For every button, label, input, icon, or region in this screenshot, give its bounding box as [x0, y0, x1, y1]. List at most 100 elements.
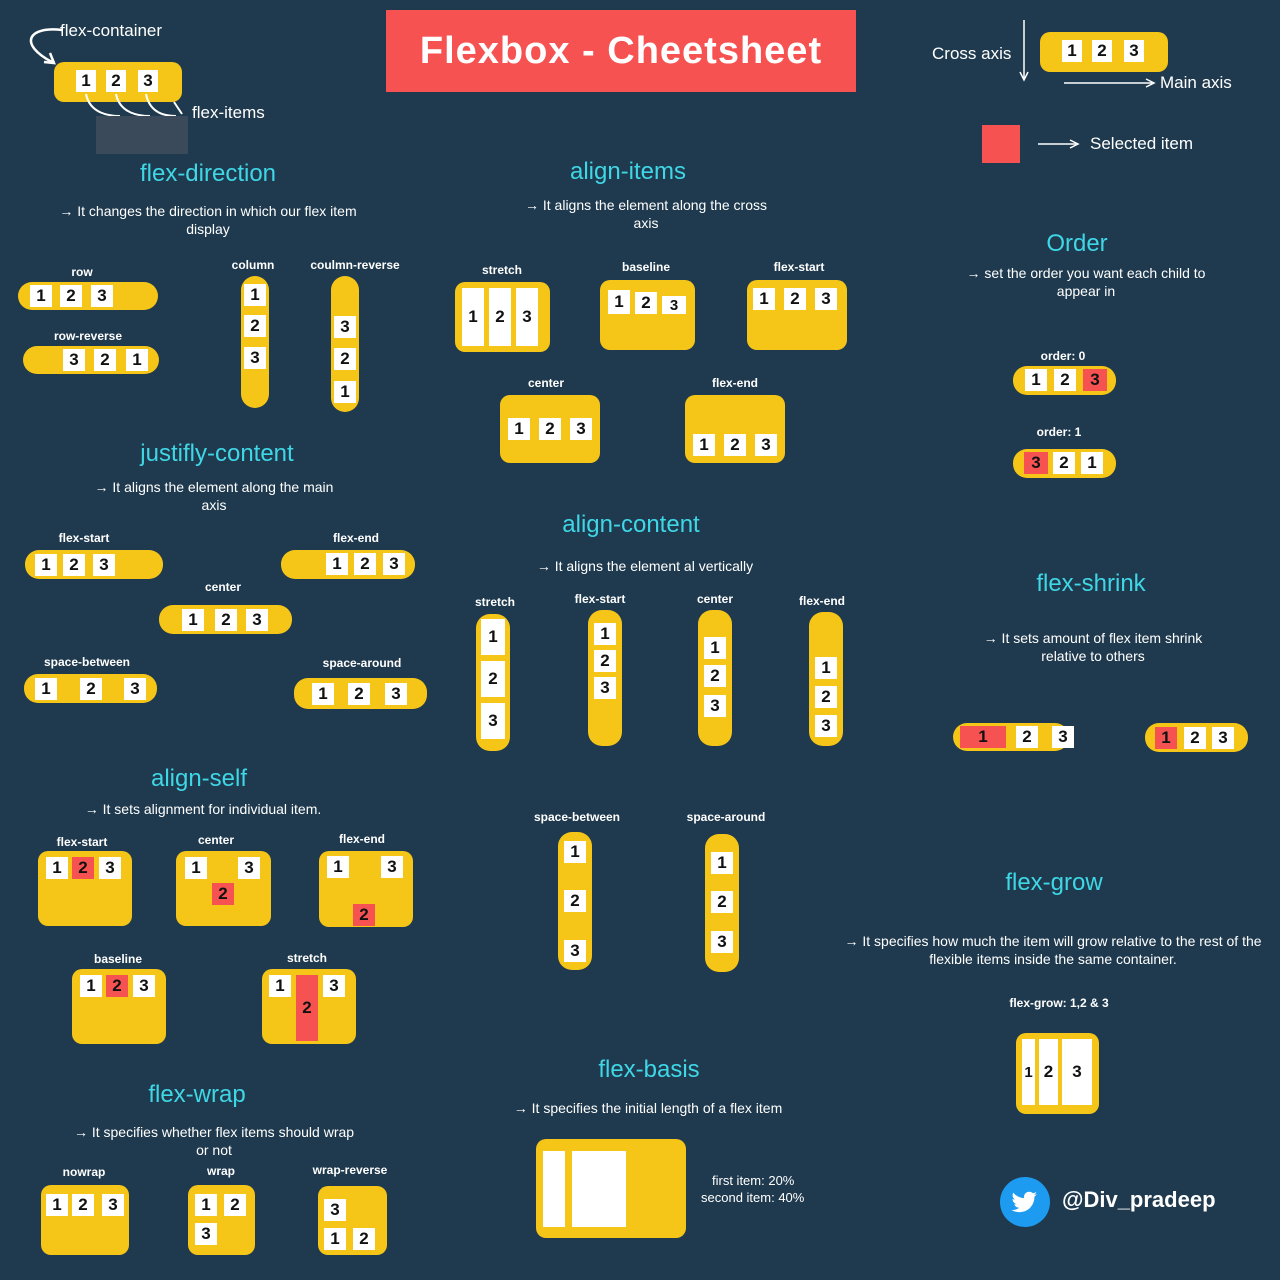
jc-flex-end-label: flex-end	[332, 531, 380, 545]
jc-flex-start-item-2: 2	[63, 554, 85, 576]
legend-item-3: 3	[138, 70, 158, 92]
ac-stretch-label: stretch	[474, 595, 516, 609]
row-reverse-item-1: 1	[126, 349, 148, 371]
flex-basis-item-1	[543, 1151, 565, 1227]
jc-space-around-item-3: 3	[385, 683, 407, 705]
as-flex-end-item-2-selected: 2	[353, 904, 375, 926]
jc-flex-end-item-3: 3	[383, 553, 405, 575]
legend-item-1: 1	[76, 70, 96, 92]
column-reverse-item-3: 3	[334, 316, 356, 338]
ai-baseline-label: baseline	[621, 260, 671, 274]
flex-basis-second: second item: 40%	[701, 1190, 805, 1205]
ac-center-item-1: 1	[704, 637, 726, 659]
arrow-right-icon	[1064, 78, 1156, 88]
as-flex-start-item-3: 3	[99, 857, 121, 879]
as-baseline-item-1: 1	[80, 975, 102, 997]
flex-wrap-heading: flex-wrap	[148, 1081, 246, 1108]
selected-swatch	[982, 125, 1020, 163]
shrink-a-item-3: 3	[1052, 726, 1074, 748]
ac-flex-start-item-3: 3	[594, 677, 616, 699]
items-pointer-icon	[85, 93, 183, 117]
order0-item-3-selected: 3	[1083, 369, 1107, 391]
ai-baseline-item-2: 2	[635, 292, 657, 314]
axis-item-1: 1	[1062, 40, 1082, 62]
shrink-a-item-1-selected: 1	[960, 726, 1006, 748]
shrink-b-item-1-selected: 1	[1155, 727, 1177, 749]
row-label: row	[71, 265, 93, 279]
jc-center-item-2: 2	[215, 609, 237, 631]
ai-flex-end-label: flex-end	[711, 376, 759, 390]
as-center-item-1: 1	[185, 857, 207, 879]
fw-nowrap-item-2: 2	[72, 1194, 94, 1216]
fw-wrap-reverse-item-1: 1	[324, 1228, 346, 1250]
flex-grow-item-3: 3	[1062, 1039, 1092, 1105]
page-title: Flexbox - Cheetsheet	[419, 29, 823, 72]
column-reverse-item-1: 1	[334, 381, 356, 403]
row-item-1: 1	[30, 285, 52, 307]
ai-flex-start-label: flex-start	[773, 260, 825, 274]
as-baseline-item-2-selected: 2	[106, 975, 128, 997]
as-flex-start-item-2-selected: 2	[72, 857, 94, 879]
order1-item-3-selected: 3	[1024, 452, 1048, 474]
order0-item-2: 2	[1054, 369, 1076, 391]
ac-stretch-item-2: 2	[481, 661, 505, 697]
jc-flex-start-label: flex-start	[58, 531, 110, 545]
row-reverse-item-2: 2	[94, 349, 116, 371]
as-baseline-label: baseline	[93, 952, 143, 966]
jc-space-between-label: space-between	[43, 655, 131, 669]
ai-flex-end-item-2: 2	[724, 434, 746, 456]
shrink-b-item-3: 3	[1212, 727, 1234, 749]
selected-item-label: Selected item	[1090, 134, 1193, 153]
fw-wrap-reverse-label: wrap-reverse	[312, 1163, 388, 1177]
shrink-b-item-2: 2	[1184, 727, 1206, 749]
as-center-item-3: 3	[238, 857, 260, 879]
jc-space-between-item-1: 1	[35, 678, 57, 700]
ac-flex-end-label: flex-end	[798, 594, 846, 608]
ac-center-item-2: 2	[704, 665, 726, 687]
jc-flex-end-item-2: 2	[354, 553, 376, 575]
fw-nowrap-label: nowrap	[62, 1165, 106, 1179]
flex-grow-heading: flex-grow	[1005, 869, 1103, 896]
jc-space-around-item-1: 1	[312, 683, 334, 705]
fw-nowrap-item-1: 1	[46, 1194, 68, 1216]
placeholder-block	[96, 116, 188, 154]
order-desc: → set the order you want each child to a…	[966, 265, 1206, 299]
ai-center-item-1: 1	[508, 418, 530, 440]
order-heading: Order	[1046, 230, 1108, 257]
align-self-desc: → It sets alignment for individual item.	[84, 801, 322, 817]
ac-center-label: center	[696, 592, 734, 606]
ai-stretch-item-2: 2	[489, 288, 511, 346]
axis-item-3: 3	[1124, 40, 1144, 62]
align-self-heading: align-self	[150, 765, 248, 792]
curved-arrow-icon	[29, 28, 63, 65]
flex-direction-desc: → It changes the direction in which our …	[59, 203, 357, 237]
flex-grow-desc: → It specifies how much the item will gr…	[844, 933, 1262, 967]
fw-nowrap-item-3: 3	[102, 1194, 124, 1216]
flex-basis-heading: flex-basis	[598, 1056, 700, 1083]
twitter-bird-icon	[1000, 1177, 1050, 1227]
as-flex-end-item-3: 3	[381, 856, 403, 878]
arrow-down-icon	[1019, 20, 1029, 82]
ac-stretch-item-3: 3	[481, 703, 505, 739]
justify-content-heading: justifly-content	[140, 440, 294, 467]
ai-flex-end-item-1: 1	[693, 434, 715, 456]
ac-flex-start-item-2: 2	[594, 650, 616, 672]
ac-space-around-item-2: 2	[711, 891, 733, 913]
arrow-right-icon	[1038, 139, 1080, 149]
ac-space-between-item-1: 1	[564, 841, 586, 863]
jc-flex-start-item-3: 3	[93, 554, 115, 576]
jc-center-item-1: 1	[182, 609, 204, 631]
fw-wrap-reverse-item-2: 2	[353, 1228, 375, 1250]
main-axis-label: Main axis	[1160, 73, 1232, 92]
column-label: column	[231, 258, 275, 272]
flex-shrink-heading: flex-shrink	[1036, 570, 1146, 597]
flex-basis-item-2	[572, 1151, 626, 1227]
ai-flex-start-item-2: 2	[784, 288, 806, 310]
ai-flex-start-item-1: 1	[753, 288, 775, 310]
ac-stretch-item-1: 1	[481, 619, 505, 655]
ac-flex-end-item-1: 1	[815, 657, 837, 679]
flex-basis-desc: → It specifies the initial length of a f…	[513, 1100, 783, 1116]
order0-item-1: 1	[1025, 369, 1047, 391]
ac-flex-start-item-1: 1	[594, 623, 616, 645]
order1-label: order: 1	[1036, 425, 1082, 439]
